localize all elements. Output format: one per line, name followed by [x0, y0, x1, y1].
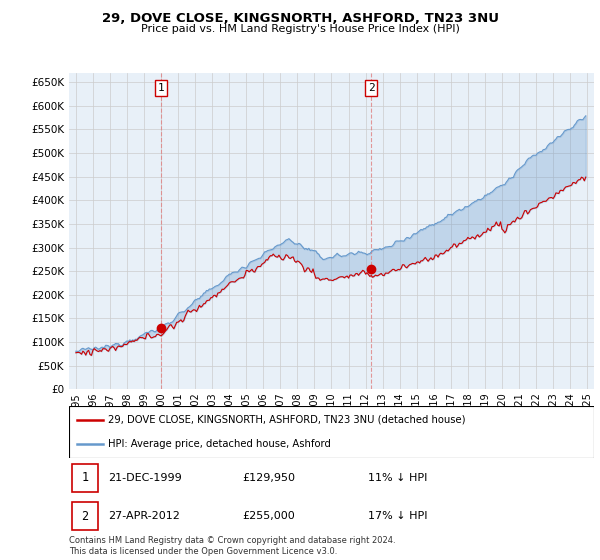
FancyBboxPatch shape: [71, 464, 98, 492]
FancyBboxPatch shape: [71, 502, 98, 530]
Text: 17% ↓ HPI: 17% ↓ HPI: [368, 511, 428, 521]
Text: 29, DOVE CLOSE, KINGSNORTH, ASHFORD, TN23 3NU (detached house): 29, DOVE CLOSE, KINGSNORTH, ASHFORD, TN2…: [109, 415, 466, 425]
Text: £129,950: £129,950: [242, 473, 295, 483]
Text: HPI: Average price, detached house, Ashford: HPI: Average price, detached house, Ashf…: [109, 438, 331, 449]
Text: 2: 2: [81, 510, 88, 522]
Text: 29, DOVE CLOSE, KINGSNORTH, ASHFORD, TN23 3NU: 29, DOVE CLOSE, KINGSNORTH, ASHFORD, TN2…: [101, 12, 499, 25]
Text: Price paid vs. HM Land Registry's House Price Index (HPI): Price paid vs. HM Land Registry's House …: [140, 24, 460, 34]
Text: £255,000: £255,000: [242, 511, 295, 521]
Text: 27-APR-2012: 27-APR-2012: [109, 511, 180, 521]
Text: Contains HM Land Registry data © Crown copyright and database right 2024.
This d: Contains HM Land Registry data © Crown c…: [69, 536, 395, 556]
Text: 2: 2: [368, 83, 374, 93]
Text: 21-DEC-1999: 21-DEC-1999: [109, 473, 182, 483]
Text: 1: 1: [158, 83, 164, 93]
Text: 11% ↓ HPI: 11% ↓ HPI: [368, 473, 428, 483]
Text: 1: 1: [81, 472, 88, 484]
